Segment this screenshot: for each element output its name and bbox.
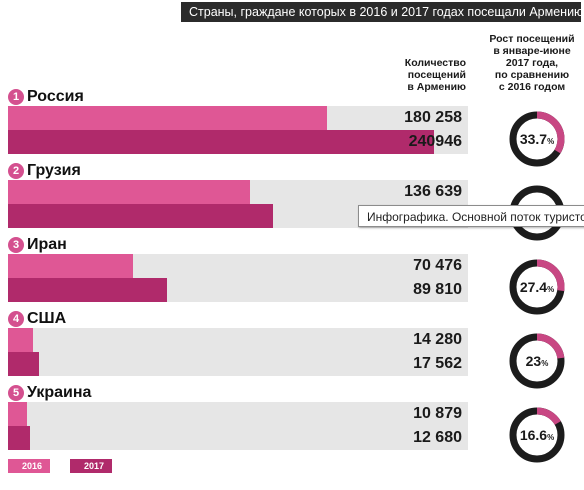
bar-2016 (8, 254, 133, 278)
bar-value-label: 136 639 (404, 183, 462, 200)
bar-2016 (8, 180, 250, 204)
bar-2017 (8, 130, 434, 154)
country-label: 4 США (8, 310, 66, 328)
growth-column-heading: Рост посещений в январе-июне 2017 года, по … (480, 33, 584, 93)
donut-arc (509, 407, 565, 463)
bar-track: 240946 (8, 130, 468, 154)
count-heading-line: посещений (407, 69, 466, 81)
legend-label-2017: 2017 (84, 461, 105, 471)
bar-2017 (8, 204, 273, 228)
growth-heading-line: Рост посещений (489, 33, 575, 45)
bar-track: 70 476 (8, 254, 468, 278)
rank-badge: 4 (8, 311, 24, 327)
rank-badge: 1 (8, 89, 24, 105)
growth-heading-line: 2017 года, (505, 57, 559, 69)
bar-2016 (8, 328, 33, 352)
count-heading-line: в Армению (407, 81, 466, 93)
tooltip: Инфографика. Основной поток туристов (358, 205, 584, 227)
legend-label-2016: 2016 (22, 461, 43, 471)
donut-arc (509, 111, 565, 167)
bar-track: 12 680 (8, 426, 468, 450)
growth-donut: 16.6% (508, 406, 566, 464)
bar-value-label: 12 680 (413, 429, 462, 446)
bar-track: 89 810 (8, 278, 468, 302)
bar-2016 (8, 106, 327, 130)
count-column-heading: Количество посещений в Армению (370, 57, 466, 93)
chart-title: Страны, граждане которых в 2016 и 2017 г… (189, 5, 584, 19)
growth-donut: 23% (508, 332, 566, 390)
country-name: Грузия (27, 162, 81, 179)
bar-2017 (8, 352, 39, 376)
growth-value: 16.6% (519, 427, 555, 443)
chart-title-bar: Страны, граждане которых в 2016 и 2017 г… (181, 2, 584, 22)
donut-arc (509, 333, 565, 389)
country-label: 3 Иран (8, 236, 67, 254)
rank-badge: 3 (8, 237, 24, 253)
country-name: США (27, 310, 67, 327)
legend-item-2017: 2017 (70, 458, 112, 474)
country-name: Иран (27, 236, 67, 253)
growth-donut: 33.7% (508, 110, 566, 168)
growth-heading-line: по сравнению (494, 69, 570, 81)
bar-track: 136 639 (8, 180, 468, 204)
donut-arc (509, 259, 565, 315)
rank-badge: 5 (8, 385, 24, 401)
bar-2017 (8, 426, 30, 450)
bar-value-label: 17 562 (413, 355, 462, 372)
bar-value-label: 14 280 (413, 331, 462, 348)
country-label: 2 Грузия (8, 162, 81, 180)
bar-track: 17 562 (8, 352, 468, 376)
bar-track: 14 280 (8, 328, 468, 352)
growth-value: 23% (525, 353, 549, 369)
legend-item-2016: 2016 (8, 458, 50, 474)
country-name: Россия (27, 88, 84, 105)
bar-value-label: 240946 (408, 133, 462, 150)
legend-swatch-2016: 2016 (8, 459, 50, 473)
bar-value-label: 10 879 (413, 405, 462, 422)
bar-value-label: 70 476 (413, 257, 462, 274)
count-heading-line: Количество (404, 57, 466, 69)
growth-heading-line: с 2016 годом (498, 81, 566, 93)
bar-value-label: 89 810 (413, 281, 462, 298)
growth-heading-line: в январе-июне (493, 45, 571, 57)
country-name: Украина (27, 384, 92, 401)
country-label: 5 Украина (8, 384, 91, 402)
bar-2016 (8, 402, 27, 426)
growth-value: 33.7% (519, 131, 555, 147)
growth-value: 27.4% (519, 279, 555, 295)
bar-2017 (8, 278, 167, 302)
rank-badge: 2 (8, 163, 24, 179)
country-label: 1 Россия (8, 88, 84, 106)
bar-track: 180 258 (8, 106, 468, 130)
bar-track: 10 879 (8, 402, 468, 426)
legend-swatch-2017: 2017 (70, 459, 112, 473)
growth-donut: 27.4% (508, 258, 566, 316)
bar-value-label: 180 258 (404, 109, 462, 126)
